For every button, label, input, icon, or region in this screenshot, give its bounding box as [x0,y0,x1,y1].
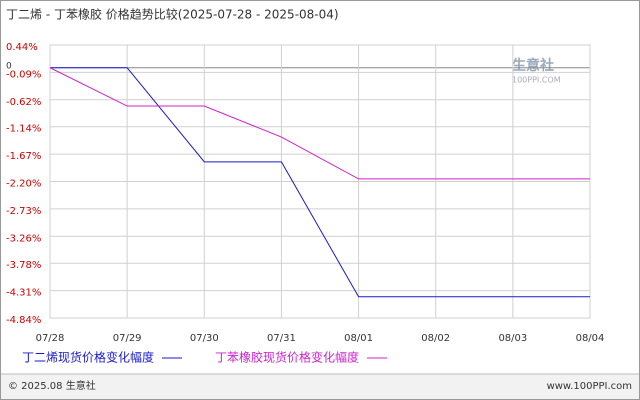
x-tick-label: 07/31 [267,333,296,344]
x-tick-label: 07/28 [36,333,65,344]
watermark-sub: 100PPI.COM [512,76,561,85]
y-tick-label: -0.62% [6,97,41,108]
y-tick-label: -2.20% [6,179,41,190]
y-tick-label: -4.84% [6,315,41,326]
footer-right: www.100PPI.com [547,381,632,392]
y-tick-label: -1.67% [6,151,41,162]
x-tick-label: 08/04 [576,333,605,344]
y-tick-label: -1.14% [6,124,41,135]
y-tick-label: 0.44% [6,42,38,53]
y-tick-label: -3.26% [6,233,41,244]
footer-bg [1,374,639,399]
legend-label: 丁二烯现货价格变化幅度 [22,350,154,365]
series-line [49,67,590,180]
footer-left: © 2025.08 生意社 [8,379,96,392]
zero-label: 0 [6,61,12,71]
y-tick-label: -0.09% [6,69,41,80]
y-tick-label: -4.31% [6,288,41,299]
y-tick-label: -3.78% [6,260,41,271]
y-tick-label: -2.73% [6,206,41,217]
watermark: 生意社 [512,57,554,74]
x-tick-label: 07/30 [190,333,219,344]
x-tick-label: 08/01 [344,333,373,344]
x-tick-label: 07/29 [113,333,142,344]
chart-title: 丁二烯 - 丁苯橡胶 价格趋势比较(2025-07-28 - 2025-08-0… [6,7,339,22]
series-line [50,67,590,298]
x-tick-label: 08/02 [421,333,450,344]
x-tick-label: 08/03 [498,333,527,344]
legend-label: 丁苯橡胶现货价格变化幅度 [215,350,359,365]
